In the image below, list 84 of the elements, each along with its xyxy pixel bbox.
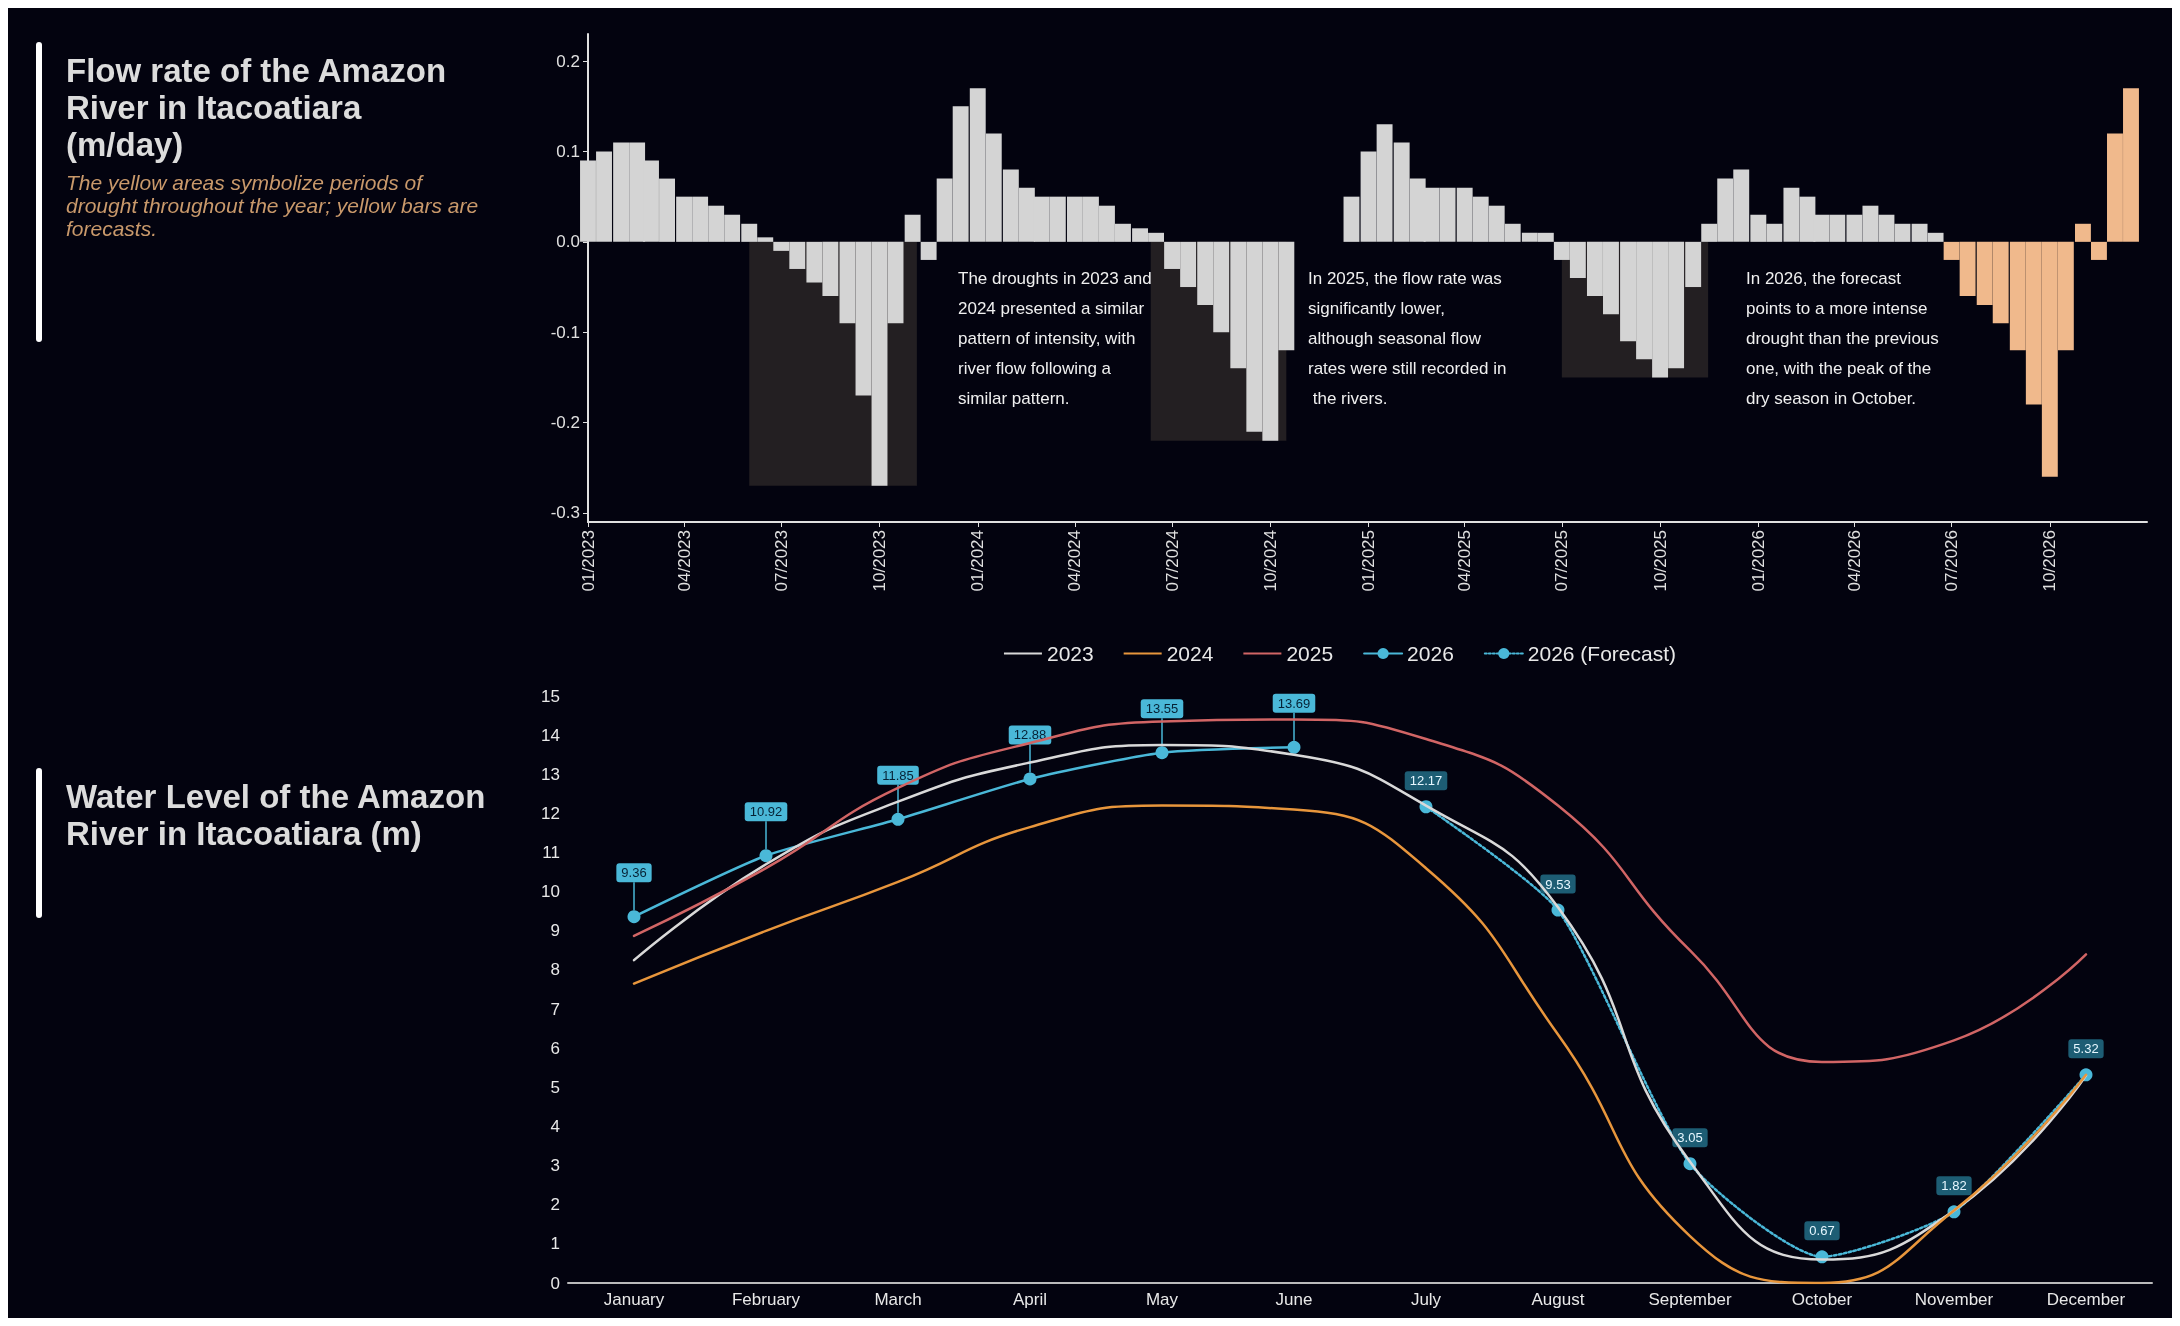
point <box>1287 740 1301 754</box>
x-tick-label: 04/2024 <box>1065 530 1085 592</box>
x-tick-label: 10/2024 <box>1260 530 1280 592</box>
legend-label: 2026 <box>1407 642 1454 665</box>
x-tick-label: 07/2025 <box>1552 530 1572 592</box>
annotation: The droughts in 2023 and 2024 presented a similar pattern of intensity, with river flow following a similar pattern. <box>958 268 1157 408</box>
x-tick-label: 01/2023 <box>578 530 598 592</box>
data-label: 13.55 <box>1145 701 1179 717</box>
x-tick-label: 04/2023 <box>674 530 694 592</box>
y-tick-label: 10 <box>541 882 560 902</box>
y-tick-label: 15 <box>541 686 560 706</box>
x-tick-label: July <box>1410 1290 1442 1309</box>
x-tick-label: 07/2024 <box>1162 530 1182 592</box>
data-label: 10.92 <box>749 804 783 820</box>
point <box>627 910 641 924</box>
y-tick-label: 13 <box>541 764 560 784</box>
x-tick-label: 10/2025 <box>1650 530 1670 592</box>
y-tick-label: 3 <box>550 1156 560 1176</box>
y-tick-label: 0.0 <box>556 232 580 252</box>
bar <box>2074 223 2091 242</box>
y-tick-label: 5 <box>550 1077 560 1097</box>
legend-label: 2025 <box>1286 642 1334 665</box>
y-tick-label: -0.3 <box>550 503 580 523</box>
data-label: 3.05 <box>1677 1130 1703 1146</box>
x-tick-label: 01/2024 <box>968 530 988 592</box>
x-tick-label: March <box>874 1290 922 1309</box>
x-tick-label: February <box>731 1290 801 1309</box>
y-tick-label: 0.1 <box>556 141 580 161</box>
x-tick-label: 07/2023 <box>771 530 791 592</box>
x-tick-label: 01/2026 <box>1748 530 1768 592</box>
x-tick-label: 07/2026 <box>1942 530 1962 592</box>
legend-label: 2026 (Forecast) <box>1527 642 1677 665</box>
x-tick-label: October <box>1791 1290 1853 1309</box>
y-tick-label: 7 <box>550 999 560 1019</box>
x-tick-label: January <box>603 1290 665 1309</box>
x-tick-label: June <box>1275 1290 1313 1309</box>
y-tick-label: 4 <box>550 1116 560 1136</box>
bar <box>2090 241 2107 260</box>
x-tick-label: April <box>1012 1290 1048 1309</box>
bar <box>920 241 937 260</box>
x-tick-label: 01/2025 <box>1359 530 1379 592</box>
x-tick-label: August <box>1531 1290 1585 1309</box>
legend-label: 2023 <box>1046 642 1094 665</box>
x-tick-label: 10/2023 <box>870 530 890 592</box>
data-label: 9.53 <box>1545 876 1571 892</box>
data-label: 5.32 <box>2073 1041 2099 1057</box>
point <box>759 849 773 863</box>
data-label: 12.17 <box>1409 773 1443 789</box>
y-tick-label: 2 <box>550 1195 560 1215</box>
bar <box>904 214 921 242</box>
y-tick-label: 11 <box>542 843 560 863</box>
x-tick-label: 04/2026 <box>1844 530 1864 592</box>
x-tick-label: May <box>1145 1290 1179 1309</box>
point <box>1155 746 1169 760</box>
legend-label: 2024 <box>1166 642 1214 665</box>
bar <box>1343 196 1360 242</box>
annotation: In 2026, the forecast points to a more intense drought than the previous one, with the peak of the dry season in October. <box>1746 268 1944 408</box>
y-tick-label: -0.1 <box>550 322 580 342</box>
y-tick-label: 6 <box>550 1038 560 1058</box>
y-tick-label: 12 <box>541 803 560 823</box>
annotation: In 2025, the flow rate was significantly lower, although seasonal flow rates were still recorded in the rivers. <box>1308 268 1507 408</box>
text: Flow rate of the Amazon River in Itacoatiara (m/day) <box>66 52 448 163</box>
point <box>891 812 905 826</box>
x-tick-label: September <box>1648 1290 1732 1309</box>
data-label: 9.36 <box>621 865 647 881</box>
y-tick-label: 14 <box>541 725 560 745</box>
x-tick-label: 10/2026 <box>2040 530 2060 592</box>
data-label: 1.82 <box>1941 1178 1967 1194</box>
y-tick-label: 8 <box>550 960 560 980</box>
text: The yellow areas symbolize periods of drought throughout the year; yellow bars are forecasts. <box>66 171 480 240</box>
data-label: 13.69 <box>1277 695 1311 711</box>
data-label: 12.88 <box>1013 727 1047 743</box>
data-label: 11.85 <box>882 767 914 783</box>
y-tick-label: 9 <box>550 921 560 941</box>
x-tick-label: 04/2025 <box>1455 530 1475 592</box>
y-tick-label: 0.2 <box>556 51 580 71</box>
data-label: 0.67 <box>1809 1223 1835 1239</box>
x-tick-label: November <box>1914 1290 1994 1309</box>
point <box>1023 772 1037 786</box>
y-tick-label: -0.2 <box>550 413 580 433</box>
y-tick-label: 1 <box>550 1234 560 1254</box>
text: Water Level of the Amazon River in Itacoatiara (m) <box>66 778 486 852</box>
y-tick-label: 0 <box>550 1273 560 1293</box>
x-tick-label: December <box>2046 1290 2126 1309</box>
